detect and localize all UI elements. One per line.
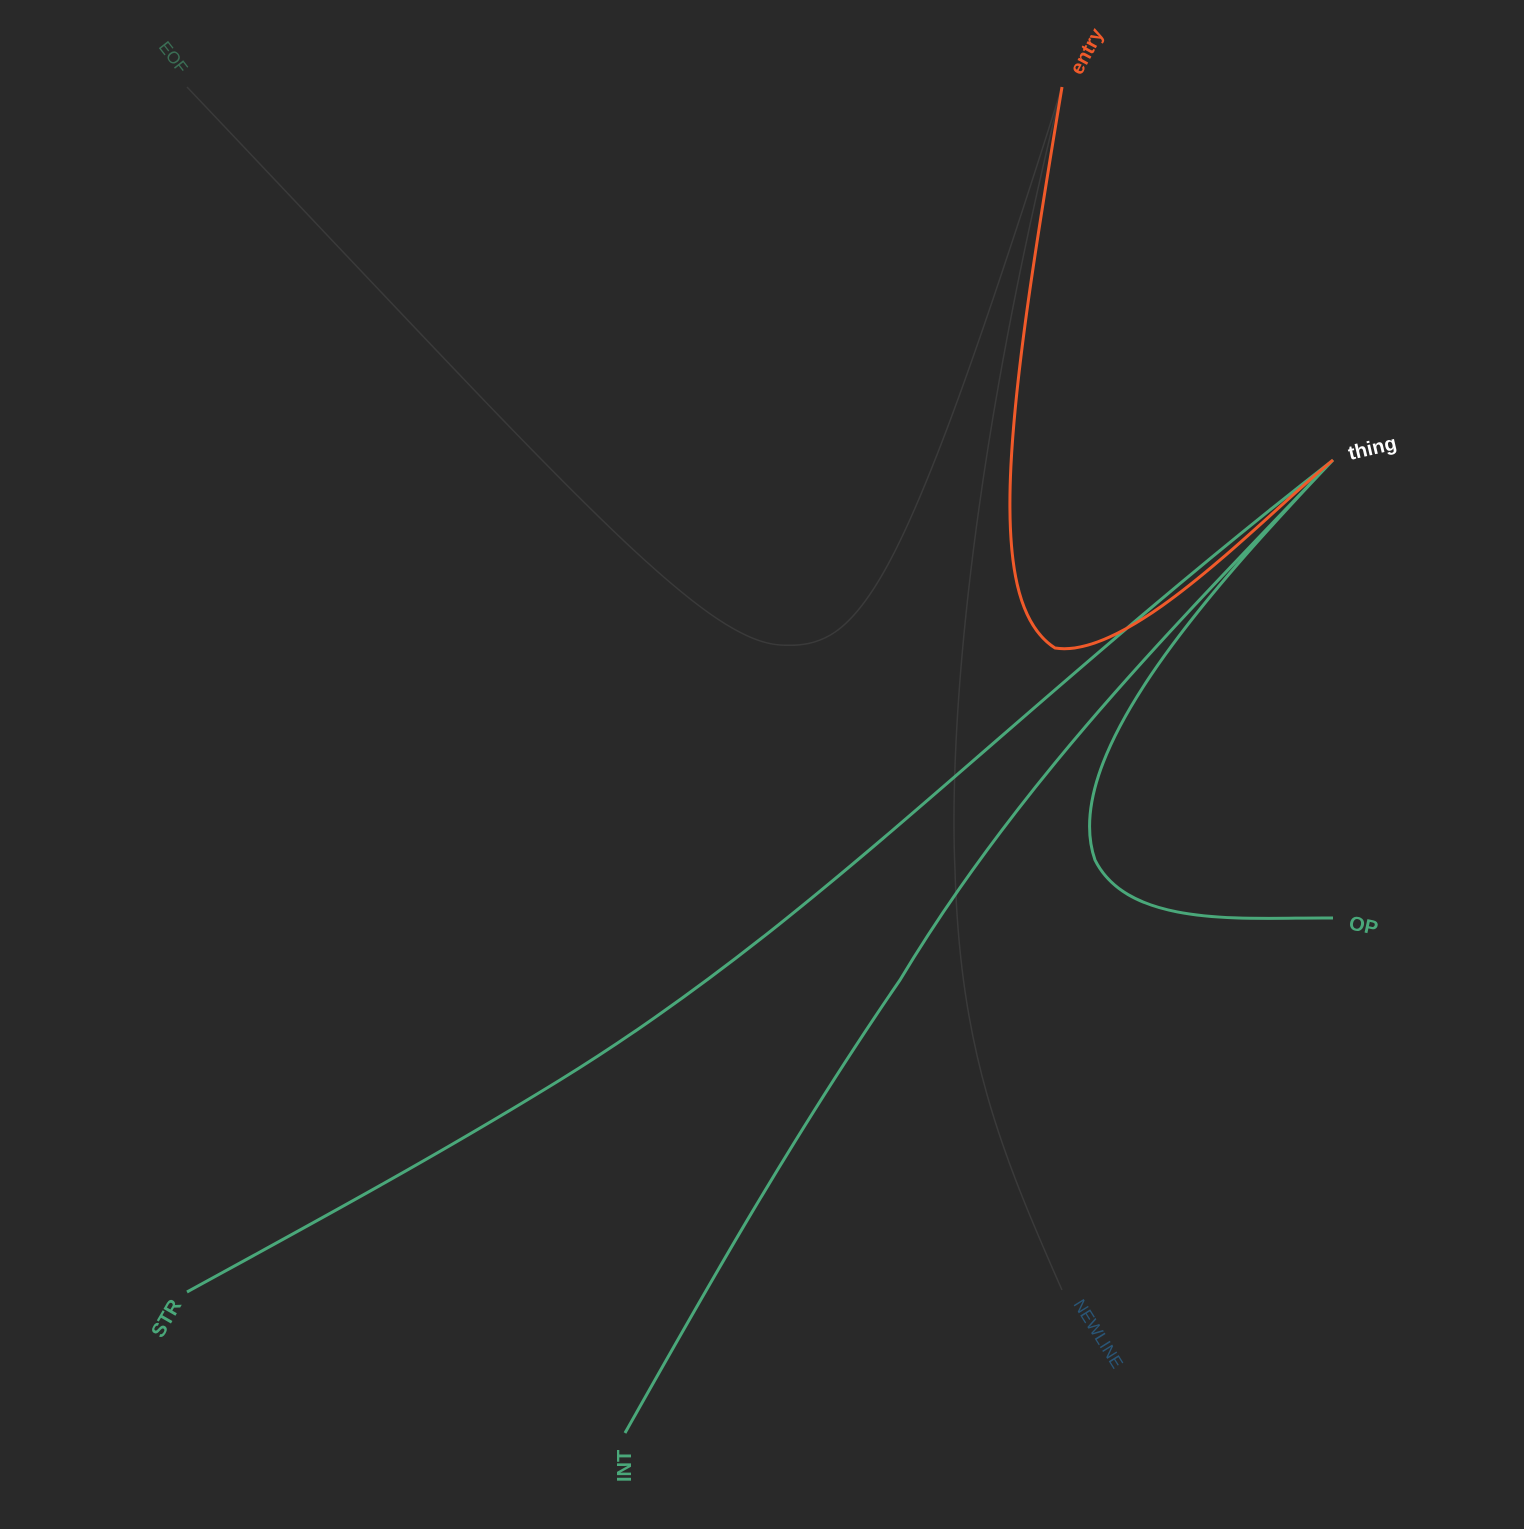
node-label-int[interactable]: INT — [614, 1450, 636, 1482]
node-label-newline[interactable]: NEWLINE — [1070, 1296, 1127, 1372]
edge-thing-op[interactable] — [1088, 458, 1335, 920]
edge-entry-newline — [953, 86, 1063, 1291]
node-label-op[interactable]: OP — [1347, 912, 1380, 940]
node-label-thing[interactable]: thing — [1346, 432, 1399, 464]
edge-thing-str[interactable] — [186, 458, 1334, 1294]
edge-entry-thing[interactable] — [1008, 86, 1334, 651]
node-label-eof[interactable]: EOF — [155, 38, 191, 77]
edge-thing-int[interactable] — [623, 458, 1335, 1434]
node-label-entry[interactable]: entry — [1066, 24, 1109, 78]
edge-entry-eof — [186, 86, 1063, 647]
node-label-str[interactable]: STR — [147, 1295, 186, 1341]
